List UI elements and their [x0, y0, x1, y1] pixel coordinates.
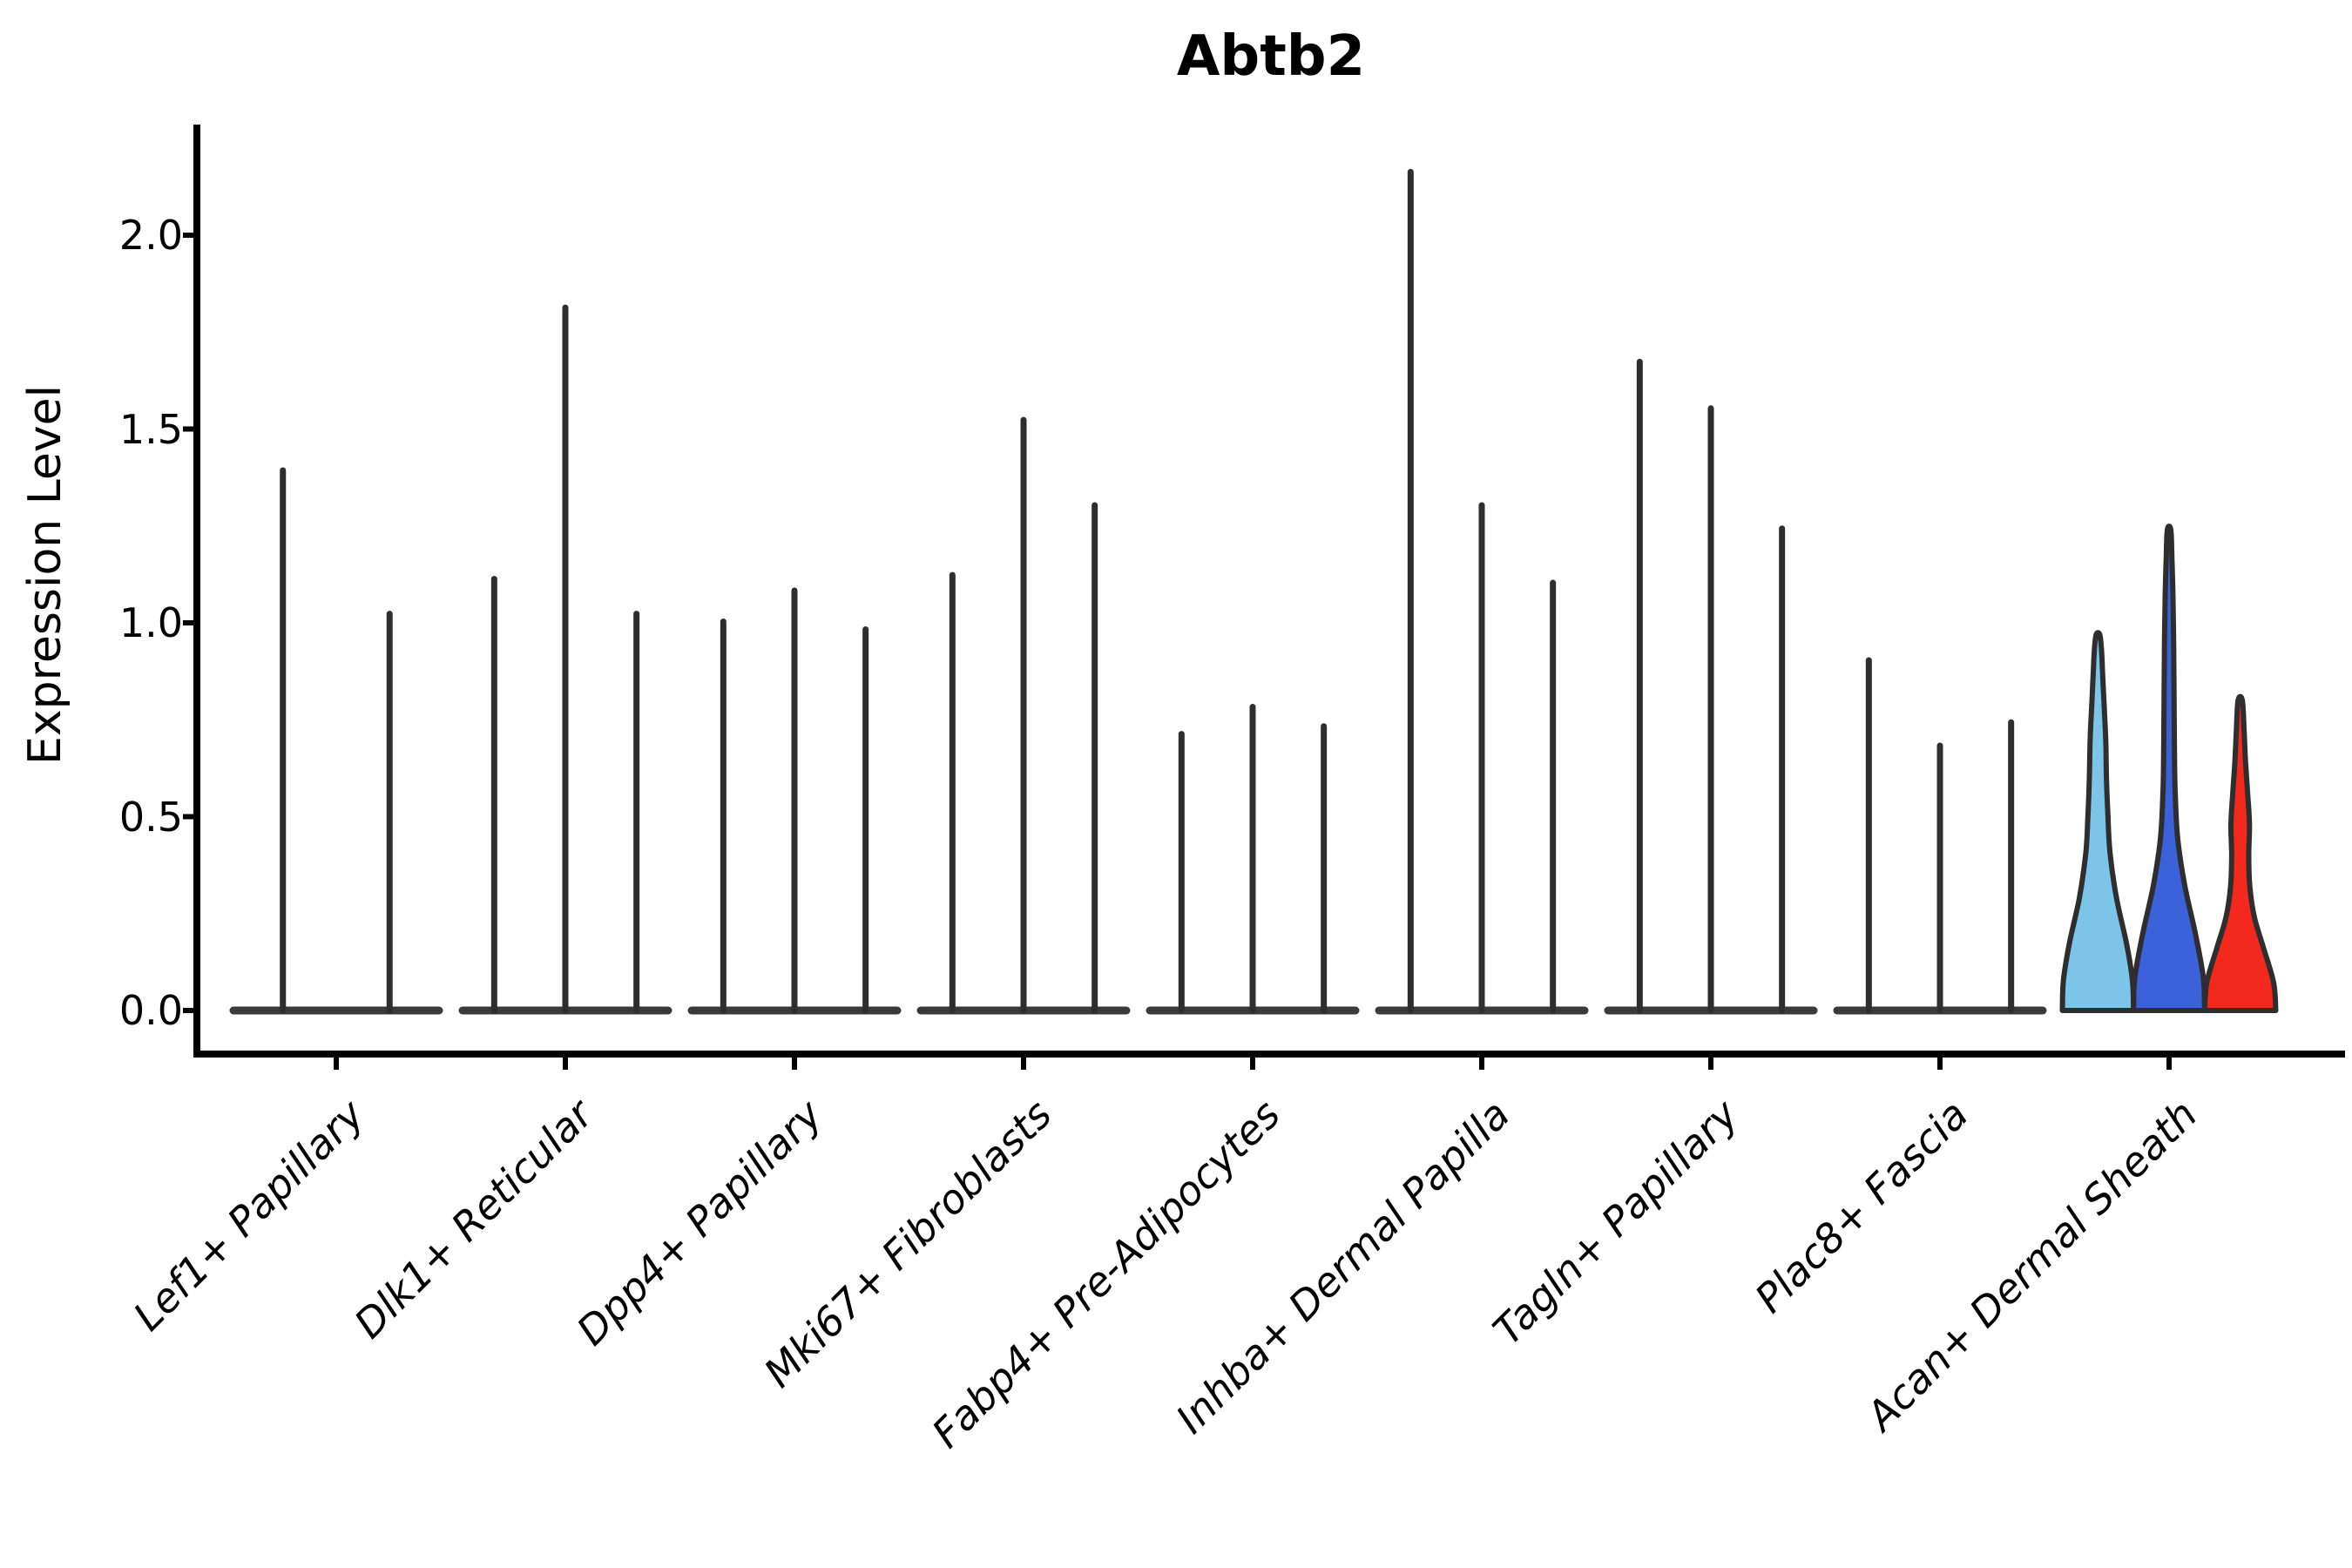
y-axis-label: Expression Level — [19, 384, 71, 766]
y-tick-label: 1.5 — [118, 405, 183, 453]
y-tick-label: 2.0 — [118, 212, 183, 259]
violin-body — [2131, 524, 2207, 1013]
chart-title: Abtb2 — [1176, 24, 1366, 89]
y-tick-label: 0.0 — [118, 987, 183, 1034]
y-tick-label: 0.5 — [118, 793, 183, 841]
y-tick-label: 1.0 — [118, 599, 183, 646]
violin-body — [2059, 630, 2137, 1013]
violin-baseline — [229, 1006, 443, 1015]
violin-body — [2201, 693, 2279, 1013]
